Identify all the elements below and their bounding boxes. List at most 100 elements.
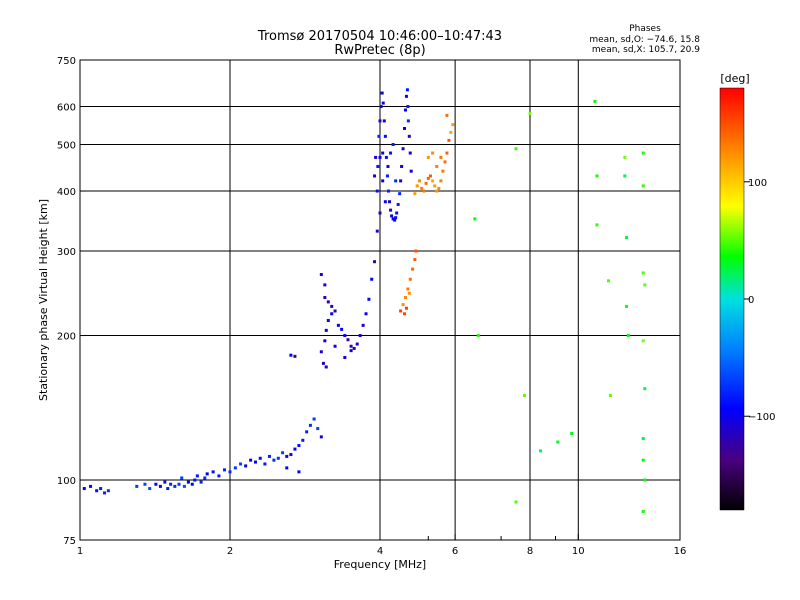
- point-6-19: [641, 151, 645, 155]
- x-tick-label-4: 8: [527, 546, 533, 557]
- colorbar: [719, 87, 745, 511]
- point-6-22: [643, 283, 647, 287]
- point-5-3: [420, 186, 424, 190]
- point-1-27: [285, 466, 289, 470]
- point-5-17: [449, 130, 453, 134]
- point-1-14: [276, 456, 280, 460]
- point-1-18: [293, 447, 297, 451]
- point-3-41: [378, 155, 382, 159]
- point-3-1: [376, 164, 380, 168]
- x-tick-label-3: 6: [452, 546, 458, 557]
- point-2-5: [333, 309, 337, 313]
- point-4-5: [411, 267, 415, 271]
- point-1-16: [285, 454, 289, 458]
- point-5-6: [426, 176, 430, 180]
- y-tick-label-6: 600: [57, 103, 76, 114]
- y-axis-label: Stationary phase Virtual Height [km]: [37, 199, 50, 401]
- point-3-37: [391, 143, 395, 147]
- point-0-17: [182, 484, 186, 488]
- data-points: [82, 88, 647, 513]
- point-1-8: [249, 458, 253, 462]
- colorbar-label: [deg]: [720, 72, 749, 85]
- point-2-3: [326, 318, 330, 322]
- point-2-29: [343, 355, 347, 359]
- point-5-10: [435, 189, 439, 193]
- point-4-8: [403, 312, 407, 316]
- point-5-22: [439, 155, 443, 159]
- point-3-7: [382, 119, 386, 123]
- point-2-15: [349, 344, 353, 348]
- point-1-7: [244, 464, 248, 468]
- point-0-19: [190, 482, 194, 486]
- point-2-22: [370, 277, 374, 281]
- colorbar-tick-label-2: −100: [748, 412, 775, 423]
- point-1-19: [297, 444, 301, 448]
- y-tick-label-2: 200: [57, 332, 76, 343]
- point-6-4: [523, 394, 527, 398]
- point-1-20: [301, 438, 305, 442]
- point-3-19: [396, 202, 400, 206]
- point-3-9: [384, 155, 388, 159]
- point-2-4: [330, 312, 334, 316]
- point-5-1: [415, 184, 419, 188]
- point-3-10: [385, 174, 389, 178]
- point-4-10: [407, 291, 411, 295]
- point-3-25: [403, 108, 407, 112]
- point-0-5: [106, 489, 110, 493]
- point-6-8: [570, 432, 574, 436]
- point-3-29: [406, 119, 410, 123]
- point-0-15: [177, 482, 181, 486]
- point-2-23: [373, 260, 377, 264]
- point-0-0: [82, 487, 86, 491]
- point-2-28: [333, 344, 337, 348]
- x-axis-label: Frequency [MHz]: [334, 558, 426, 571]
- x-tick-label-1: 2: [227, 546, 233, 557]
- point-3-39: [373, 174, 377, 178]
- point-1-4: [228, 470, 232, 474]
- point-1-21: [305, 430, 309, 434]
- point-0-3: [99, 487, 103, 491]
- point-5-12: [439, 179, 443, 183]
- point-3-15: [391, 217, 395, 221]
- point-4-1: [401, 303, 405, 307]
- y-tick-label-7: 750: [57, 56, 76, 67]
- point-2-18: [358, 334, 362, 338]
- point-3-21: [399, 179, 403, 183]
- point-1-24: [316, 427, 320, 431]
- point-4-0: [399, 309, 403, 313]
- phases-title: Phases: [629, 24, 661, 34]
- phases-o-line: mean, sd,O: −74.6, 15.8: [589, 35, 700, 45]
- point-3-35: [386, 164, 390, 168]
- point-5-15: [445, 151, 449, 155]
- point-1-22: [308, 423, 312, 427]
- point-2-12: [340, 327, 344, 331]
- point-2-8: [330, 304, 334, 308]
- x-axis-ticks: 1 2 4 6 8 10 16: [77, 534, 686, 557]
- point-3-26: [404, 94, 408, 98]
- point-5-9: [433, 184, 437, 188]
- point-6-24: [643, 387, 647, 391]
- point-3-8: [383, 134, 387, 138]
- point-5-7: [428, 174, 432, 178]
- point-3-4: [379, 105, 383, 109]
- point-6-6: [539, 449, 543, 453]
- point-1-2: [217, 474, 221, 478]
- point-2-0: [319, 350, 323, 354]
- point-3-24: [403, 126, 407, 130]
- point-2-25: [378, 211, 382, 215]
- point-5-8: [431, 179, 435, 183]
- point-1-12: [267, 454, 271, 458]
- point-1-3: [223, 468, 227, 472]
- point-6-21: [641, 271, 645, 275]
- point-6-25: [641, 437, 645, 441]
- point-0-16: [180, 476, 184, 480]
- point-6-5: [528, 112, 532, 116]
- point-6-26: [641, 458, 645, 462]
- point-0-22: [199, 480, 203, 484]
- point-6-13: [608, 394, 612, 398]
- point-5-20: [431, 151, 435, 155]
- point-2-26: [321, 361, 325, 365]
- point-2-24: [375, 229, 379, 233]
- point-0-23: [203, 476, 207, 480]
- point-6-23: [641, 339, 645, 343]
